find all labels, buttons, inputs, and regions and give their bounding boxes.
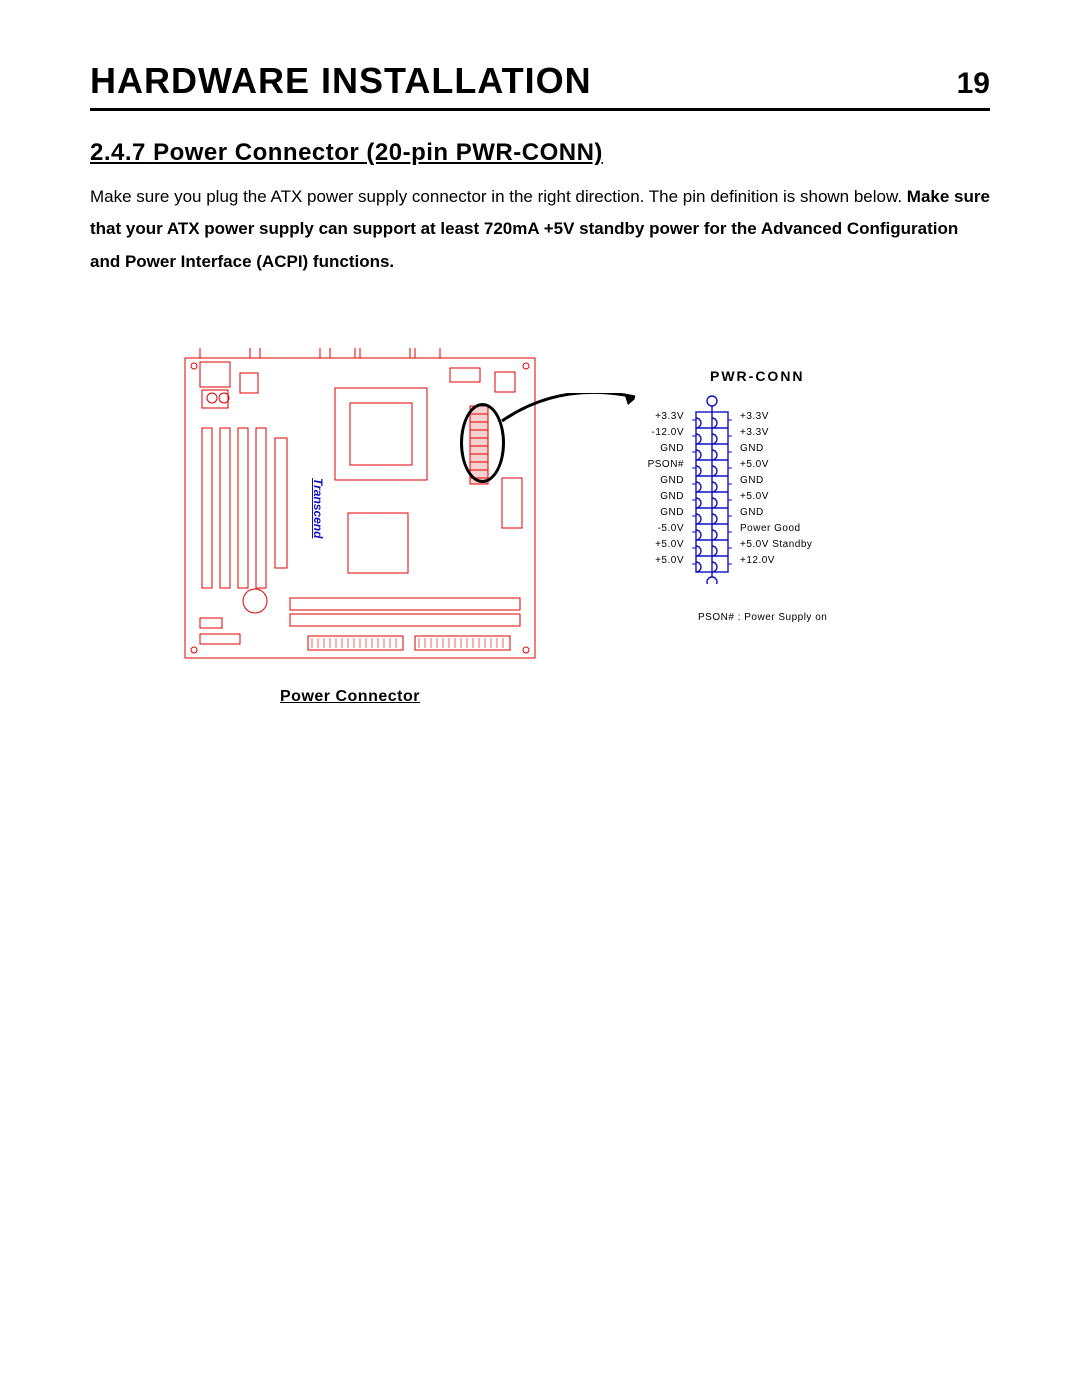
- pin-labels-right: +3.3V +3.3V GND +5.0V GND +5.0V GND Powe…: [734, 409, 812, 569]
- pin-right-6: GND: [740, 505, 812, 521]
- diagram-caption: Power Connector: [280, 688, 420, 706]
- pin-right-0: +3.3V: [740, 409, 812, 425]
- connector-icon: [690, 394, 734, 584]
- pin-labels-left: +3.3V -12.0V GND PSON# GND GND GND -5.0V…: [620, 409, 690, 569]
- pin-left-2: GND: [620, 441, 684, 457]
- section-heading: Power Connector (20-pin PWR-CONN): [153, 139, 603, 166]
- chapter-title: HARDWARE INSTALLATION: [90, 60, 592, 102]
- pin-right-3: +5.0V: [740, 457, 812, 473]
- pin-right-4: GND: [740, 473, 812, 489]
- pinout-title: PWR-CONN: [710, 368, 940, 384]
- page-header: HARDWARE INSTALLATION 19: [90, 60, 990, 111]
- pin-right-5: +5.0V: [740, 489, 812, 505]
- motherboard-schematic: Transcend: [180, 348, 540, 668]
- pin-right-2: GND: [740, 441, 812, 457]
- pin-left-9: +5.0V: [620, 553, 684, 569]
- callout-circle: [460, 403, 505, 483]
- pin-left-0: +3.3V: [620, 409, 684, 425]
- section-body: Make sure you plug the ATX power supply …: [90, 181, 990, 278]
- pin-right-1: +3.3V: [740, 425, 812, 441]
- motherboard-svg: [180, 348, 540, 668]
- pin-left-3: PSON#: [620, 457, 684, 473]
- body-lead: Make sure you plug the ATX power supply …: [90, 187, 907, 206]
- diagram-area: Transcend PWR-CONN +3.3V -12.0V GND PSON…: [90, 348, 990, 828]
- pin-left-5: GND: [620, 489, 684, 505]
- pin-right-9: +12.0V: [740, 553, 812, 569]
- section-number: 2.4.7: [90, 139, 146, 166]
- pin-left-4: GND: [620, 473, 684, 489]
- motherboard-brand: Transcend: [311, 478, 325, 538]
- pin-right-7: Power Good: [740, 521, 812, 537]
- pin-right-8: +5.0V Standby: [740, 537, 812, 553]
- page-number: 19: [957, 67, 990, 101]
- pin-left-8: +5.0V: [620, 537, 684, 553]
- pinout-diagram: PWR-CONN +3.3V -12.0V GND PSON# GND GND …: [620, 368, 940, 623]
- pin-left-6: GND: [620, 505, 684, 521]
- pin-left-7: -5.0V: [620, 521, 684, 537]
- pinout-note: PSON# : Power Supply on: [698, 612, 940, 623]
- pin-left-1: -12.0V: [620, 425, 684, 441]
- section-title: 2.4.7 Power Connector (20-pin PWR-CONN): [90, 139, 990, 167]
